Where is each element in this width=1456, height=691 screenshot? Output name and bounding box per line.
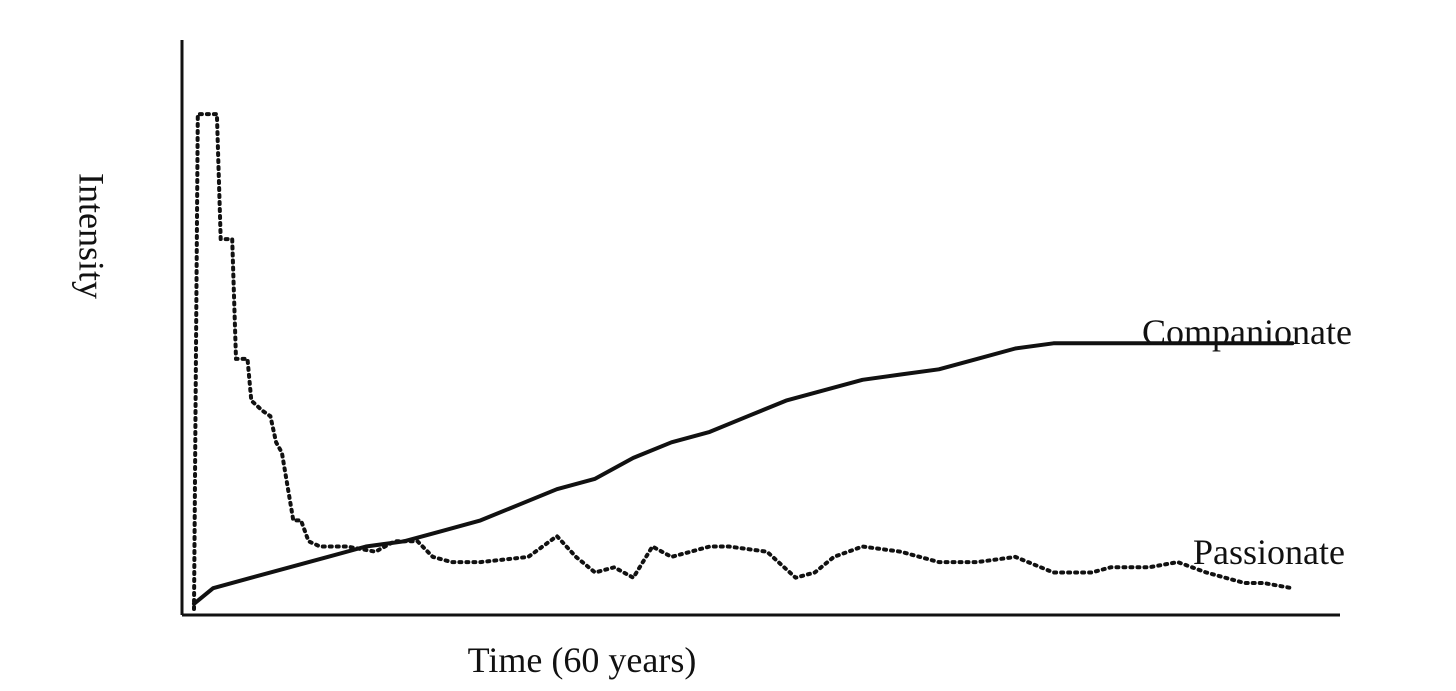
y-axis-label: Intensity <box>72 173 112 299</box>
series-line-passionate <box>192 112 1295 611</box>
series-label-passionate: Passionate <box>1193 532 1345 572</box>
x-axis-label: Time (60 years) <box>468 640 697 680</box>
series-line-companionate <box>192 341 1295 606</box>
series-label-companionate: Companionate <box>1142 312 1352 352</box>
